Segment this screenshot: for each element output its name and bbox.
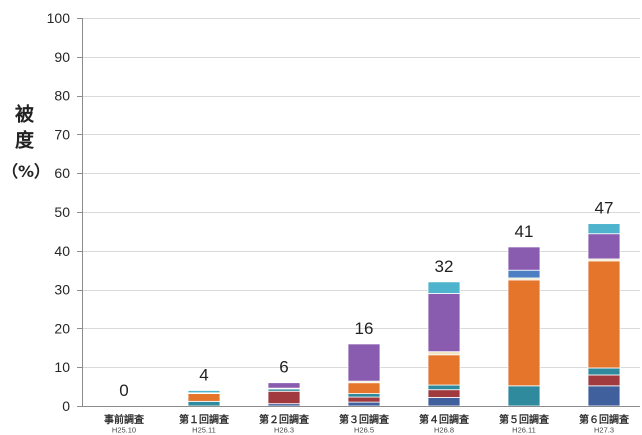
y-tick-label: 70 xyxy=(54,126,70,142)
bar-segment xyxy=(187,400,221,407)
bar-segment xyxy=(267,382,301,389)
bar-segment xyxy=(587,233,621,260)
bar-stack xyxy=(427,281,461,407)
bar-segment xyxy=(587,385,621,407)
y-tick-label: 60 xyxy=(54,165,70,181)
bar-stack xyxy=(267,382,301,407)
x-axis-labels: 事前調査H25.10第１回調査H25.11第２回調査H26.3第３回調査H26.… xyxy=(104,413,630,435)
bar-segment xyxy=(507,269,541,279)
x-category-label: 事前調査 xyxy=(104,413,145,426)
bar-segment xyxy=(347,393,381,398)
bar-segment xyxy=(187,390,221,394)
y-tick-label: 90 xyxy=(54,49,70,65)
bar-segment xyxy=(587,260,621,369)
bar-segment xyxy=(347,396,381,403)
x-category-label: 第１回調査 xyxy=(179,413,230,426)
data-label: 6 xyxy=(279,358,288,377)
data-labels: 0 4 6 16 32 41 47 xyxy=(119,199,613,400)
bar-stack xyxy=(187,390,221,407)
bar-segment xyxy=(507,385,541,407)
data-label: 32 xyxy=(435,257,454,276)
x-date-label: H26.8 xyxy=(434,426,454,435)
x-date-label: H25.10 xyxy=(112,426,136,435)
bar-stack xyxy=(587,223,621,407)
x-date-label: H26.3 xyxy=(274,426,294,435)
y-axis-unit: （%） xyxy=(2,162,51,181)
y-axis: 0 10 20 30 40 50 60 70 80 90 100 xyxy=(47,10,83,414)
y-tick-label: 0 xyxy=(62,398,70,414)
bar-stack xyxy=(507,246,541,407)
x-category-label: 第４回調査 xyxy=(419,413,470,426)
bar-segment xyxy=(507,279,541,387)
x-category-label: 第３回調査 xyxy=(339,413,390,426)
x-date-label: H26.11 xyxy=(512,426,536,435)
y-tick-label: 40 xyxy=(54,243,70,259)
bar-segment xyxy=(507,246,541,271)
y-axis-title: 被度 xyxy=(12,104,34,156)
y-tick-label: 100 xyxy=(47,10,71,26)
y-tick-label: 30 xyxy=(54,282,70,298)
x-date-label: H27.3 xyxy=(594,426,614,435)
x-date-label: H25.11 xyxy=(192,426,216,435)
bar-stack xyxy=(347,343,381,407)
bar-segment xyxy=(587,223,621,235)
bar-segment xyxy=(267,390,301,405)
y-tick-label: 10 xyxy=(54,359,70,375)
bar-segment xyxy=(587,374,621,387)
x-category-label: 第６回調査 xyxy=(579,413,630,426)
bar-segment xyxy=(347,401,381,407)
y-tick-label: 80 xyxy=(54,88,70,104)
gridlines xyxy=(82,18,640,368)
y-tick-label: 20 xyxy=(54,320,70,336)
data-label: 47 xyxy=(595,199,614,218)
bar-segment xyxy=(427,351,461,356)
data-label: 16 xyxy=(355,319,374,338)
x-category-label: 第５回調査 xyxy=(499,413,550,426)
bar-segment xyxy=(427,354,461,386)
bar-segment xyxy=(427,397,461,407)
bar-segment xyxy=(427,281,461,294)
data-label: 0 xyxy=(119,381,128,400)
bar-segment xyxy=(187,393,221,402)
bar-segment xyxy=(587,367,621,376)
x-date-label: H26.5 xyxy=(354,426,374,435)
bar-segment xyxy=(427,293,461,353)
bars xyxy=(187,223,621,407)
y-tick-label: 50 xyxy=(54,204,70,220)
bar-segment xyxy=(347,382,381,394)
bar-segment xyxy=(427,384,461,391)
bar-segment xyxy=(427,389,461,398)
data-label: 4 xyxy=(199,365,208,384)
data-label: 41 xyxy=(515,222,534,241)
bar-segment xyxy=(347,343,381,382)
x-category-label: 第２回調査 xyxy=(259,413,310,426)
